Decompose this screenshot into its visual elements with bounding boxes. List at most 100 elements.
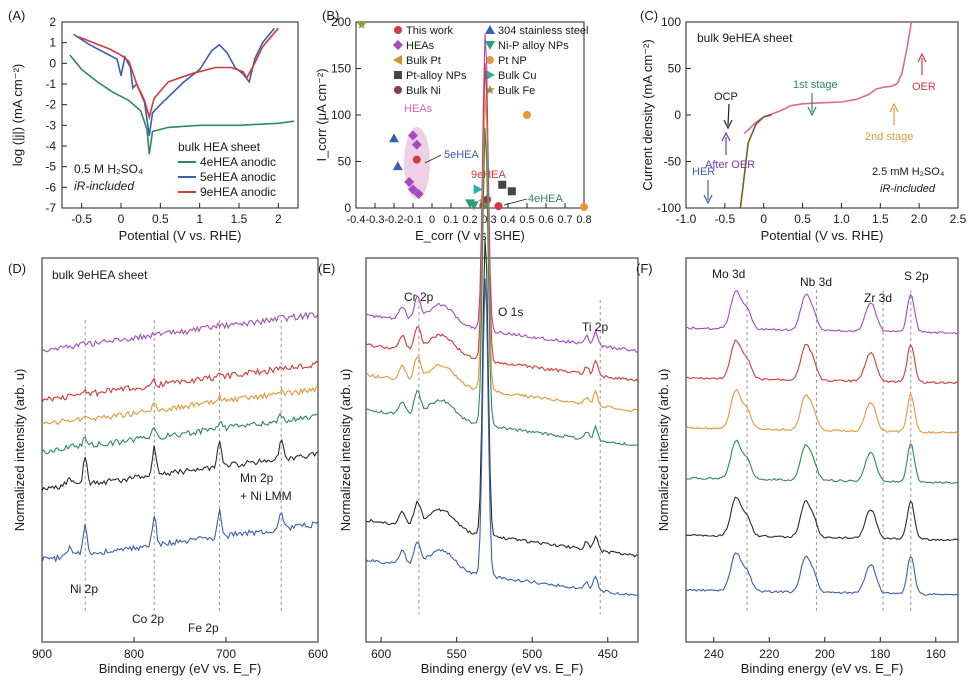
d-spectrum-line xyxy=(41,311,319,353)
b-legend-label: 304 stainless steel xyxy=(498,25,589,37)
b-legend-marker xyxy=(485,85,495,94)
a-xtick-label: 1 xyxy=(196,212,203,226)
panel-a-frame xyxy=(61,21,299,209)
d-xtick-label: 900 xyxy=(32,647,52,661)
d-spectrum-line xyxy=(41,438,319,492)
a-ytick-label: -5 xyxy=(45,160,56,174)
panel-a-ylabel: log (|j|) (mA cm⁻²) xyxy=(10,64,25,166)
arrow-oer-head xyxy=(917,52,927,63)
d-xtick-label: 700 xyxy=(216,647,236,661)
b-legend-marker xyxy=(394,71,402,79)
a-ytick-label: -6 xyxy=(45,180,56,194)
b-data-point xyxy=(389,133,399,143)
a-ytick-label: -7 xyxy=(45,201,56,215)
d-spectrum-line xyxy=(41,360,319,404)
d-spectrum-line xyxy=(41,386,319,426)
annot-5ehea: 5eHEA xyxy=(444,149,480,161)
f-spectrum-line xyxy=(685,552,959,596)
b-ytick-label: 100 xyxy=(331,108,351,122)
c-xtick-label: 2.0 xyxy=(911,212,928,226)
b-xtick-label: 0 xyxy=(429,214,435,226)
peak-o1s: O 1s xyxy=(498,305,523,319)
a-ytick-label: 1 xyxy=(49,36,56,50)
b-legend-label: This work xyxy=(406,25,454,37)
panel-a: 2 1 0 -1 -2 -3 -4 -5 -6 -7 -0.5 0 0.5 1 1.5 2 Potentia… xyxy=(10,15,299,243)
panel-c-frame xyxy=(685,21,959,209)
b-xtick-label: -0.3 xyxy=(366,214,385,226)
b-data-point xyxy=(523,111,531,119)
b-legend-label: Bulk Fe xyxy=(498,85,535,97)
f-spectrum-line xyxy=(685,496,959,542)
panel-f-xlabel: Binding energy (eV vs. E_F) xyxy=(741,661,904,676)
b-ytick-label: 150 xyxy=(331,62,351,76)
f-spectrum-line xyxy=(685,388,959,434)
b-data-point xyxy=(408,184,418,195)
peak-zr3d: Zr 3d xyxy=(864,291,892,305)
b-data-point xyxy=(412,155,421,164)
a-ytick-label: -2 xyxy=(45,98,56,112)
e-xtick-label: 550 xyxy=(447,647,467,661)
panel-d-xlabel: Binding energy (eV vs. E_F) xyxy=(99,661,262,676)
annot-ocp: OCP xyxy=(714,91,738,103)
e-xtick-label: 500 xyxy=(522,647,542,661)
panel-label-f: (F) xyxy=(636,261,653,276)
f-xtick-label: 200 xyxy=(815,647,835,661)
b-xtick-label: -0.1 xyxy=(404,214,423,226)
a-ytick-label: -3 xyxy=(45,118,56,132)
panel-a-xlabel: Potential (V vs. RHE) xyxy=(119,228,242,243)
annot-5ehea-leader xyxy=(424,154,442,164)
arrow-ocp xyxy=(727,103,730,126)
a-ytick-label: -4 xyxy=(45,139,56,153)
b-xtick-label: 0.5 xyxy=(519,214,534,226)
panel-a-electrolyte: 0.5 M H₂SO₄ xyxy=(74,162,143,176)
peak-ni2p: Ni 2p xyxy=(70,582,98,596)
a-xtick-label: 2 xyxy=(275,212,282,226)
b-legend-label: HEAs xyxy=(406,40,435,52)
b-xtick-label: 0.8 xyxy=(576,214,591,226)
b-legend-label: Bulk Pt xyxy=(406,55,441,67)
panel-a-ir-note: iR-included xyxy=(74,179,134,193)
b-xtick-label: -0.2 xyxy=(385,214,404,226)
peak-ni-lmm: + Ni LMM xyxy=(240,489,292,503)
panel-a-legend-title: bulk HEA sheet xyxy=(178,140,261,154)
b-data-point xyxy=(468,201,479,211)
a-xtick-label: -0.5 xyxy=(71,212,92,226)
c-ytick-label: 50 xyxy=(668,62,682,76)
panel-e-frame xyxy=(365,257,639,643)
d-xtick-label: 800 xyxy=(124,647,144,661)
arrow-her-head xyxy=(703,194,713,205)
panel-e-xlabel: Binding energy (eV vs. E_F) xyxy=(421,661,584,676)
d-spectrum-line xyxy=(41,509,319,563)
annot-heas: HEAs xyxy=(404,103,433,115)
b-xtick-label: 0.1 xyxy=(443,214,458,226)
panel-b-xlabel: E_corr (V vs. SHE) xyxy=(415,228,525,243)
e-spectrum-line xyxy=(365,278,638,596)
c-ytick-label: 100 xyxy=(661,15,681,29)
e-spectrum-line xyxy=(365,239,639,558)
annot-after-oer: After OER xyxy=(705,159,755,171)
panel-label-d: (D) xyxy=(8,261,26,276)
b-data-point xyxy=(507,187,516,196)
b-legend-marker xyxy=(393,40,403,50)
peak-fe2p: Fe 2p xyxy=(188,621,219,635)
b-xtick-label: 0.4 xyxy=(500,214,515,226)
panel-c-xlabel: Potential (V vs. RHE) xyxy=(761,228,884,243)
panel-label-c: (C) xyxy=(640,8,658,23)
a-series-line xyxy=(69,54,295,155)
a-xtick-label: 0.5 xyxy=(152,212,169,226)
b-legend-marker xyxy=(486,56,494,64)
b-legend-label: Ni-P alloy NPs xyxy=(498,40,569,52)
b-legend-marker xyxy=(486,70,495,80)
c-xtick-label: 1.5 xyxy=(872,212,889,226)
b-data-point xyxy=(356,19,367,29)
b-legend-label: Pt NP xyxy=(498,55,527,67)
f-spectrum-line xyxy=(685,439,959,485)
panel-d-title: bulk 9eHEA sheet xyxy=(52,268,148,282)
panel-c-ylabel: Current density (mA cm⁻²) xyxy=(640,39,655,190)
annot-4ehea-leader xyxy=(503,198,528,206)
f-xtick-label: 220 xyxy=(759,647,779,661)
b-ytick-label: 50 xyxy=(338,155,352,169)
f-xtick-label: 160 xyxy=(926,647,946,661)
f-xtick-label: 240 xyxy=(704,647,724,661)
